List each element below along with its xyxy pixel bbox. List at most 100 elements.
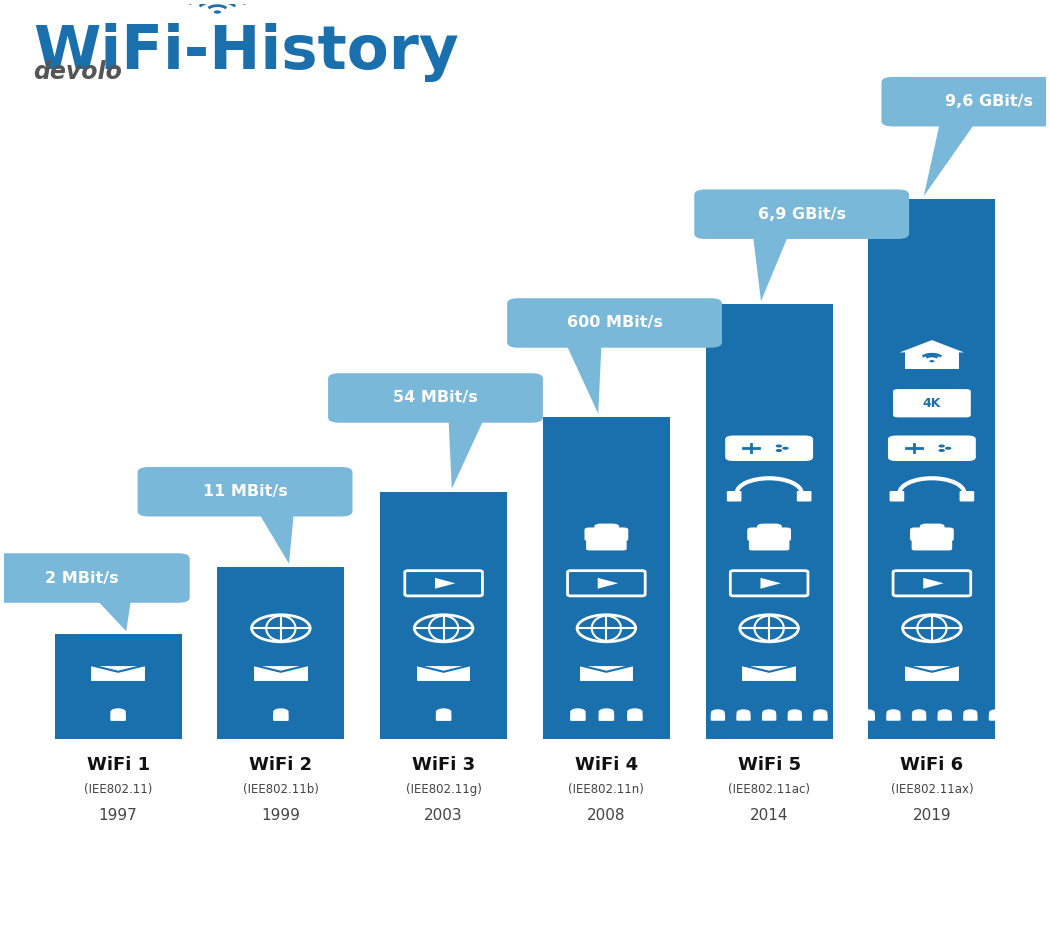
Circle shape [912,709,926,716]
FancyBboxPatch shape [579,665,634,681]
FancyBboxPatch shape [963,713,978,721]
Text: 600 MBit/s: 600 MBit/s [567,316,663,331]
FancyBboxPatch shape [727,491,741,502]
Circle shape [776,449,782,452]
FancyBboxPatch shape [905,353,959,369]
FancyBboxPatch shape [835,713,849,721]
Circle shape [835,709,849,716]
Circle shape [711,709,724,716]
Polygon shape [448,418,484,489]
FancyBboxPatch shape [726,436,813,461]
Circle shape [627,708,643,716]
Text: 2019: 2019 [912,808,951,823]
FancyBboxPatch shape [436,713,452,721]
Circle shape [110,708,126,716]
Text: devolo: devolo [34,61,123,85]
FancyBboxPatch shape [1014,713,1029,721]
Polygon shape [753,235,789,302]
Text: WiFi 1: WiFi 1 [86,756,150,774]
FancyBboxPatch shape [706,304,833,739]
FancyBboxPatch shape [416,665,471,681]
FancyBboxPatch shape [110,713,126,721]
FancyBboxPatch shape [328,373,543,423]
FancyBboxPatch shape [741,665,797,681]
Polygon shape [900,340,964,353]
FancyBboxPatch shape [886,713,901,721]
Text: 1997: 1997 [99,808,138,823]
FancyBboxPatch shape [217,567,344,739]
Circle shape [861,709,875,716]
Text: 2 MBit/s: 2 MBit/s [45,571,119,586]
Text: WiFi 2: WiFi 2 [249,756,313,774]
Text: 2014: 2014 [750,808,789,823]
Text: (IEE802.11b): (IEE802.11b) [243,783,319,796]
FancyBboxPatch shape [920,523,945,543]
Polygon shape [597,578,618,588]
Circle shape [776,444,782,448]
FancyBboxPatch shape [694,189,909,239]
FancyBboxPatch shape [881,77,1050,127]
Text: (IEE802.11n): (IEE802.11n) [568,783,645,796]
FancyBboxPatch shape [904,665,960,681]
Circle shape [938,709,951,716]
FancyBboxPatch shape [762,713,776,721]
Text: (IEE802.11g): (IEE802.11g) [405,783,482,796]
FancyBboxPatch shape [748,528,791,541]
Polygon shape [923,578,944,588]
FancyBboxPatch shape [570,713,586,721]
FancyBboxPatch shape [938,713,952,721]
FancyBboxPatch shape [749,537,790,550]
FancyBboxPatch shape [380,492,507,739]
Circle shape [598,708,614,716]
Circle shape [929,360,934,362]
FancyBboxPatch shape [868,199,995,739]
Circle shape [1014,709,1029,716]
Text: 1999: 1999 [261,808,300,823]
FancyBboxPatch shape [273,713,289,721]
Text: 6,9 GBit/s: 6,9 GBit/s [758,207,845,222]
FancyBboxPatch shape [861,713,875,721]
Circle shape [762,709,776,716]
FancyBboxPatch shape [736,713,751,721]
Polygon shape [258,512,294,564]
FancyBboxPatch shape [90,665,146,681]
FancyBboxPatch shape [586,537,627,550]
Polygon shape [566,344,602,413]
FancyBboxPatch shape [797,491,812,502]
FancyBboxPatch shape [594,523,620,543]
FancyBboxPatch shape [543,417,670,739]
Text: WiFi-History: WiFi-History [34,23,459,82]
FancyBboxPatch shape [253,665,309,681]
Text: 11 MBit/s: 11 MBit/s [203,484,288,499]
Polygon shape [924,122,975,196]
FancyBboxPatch shape [888,436,975,461]
Text: WiFi 5: WiFi 5 [737,756,801,774]
Polygon shape [435,578,456,588]
FancyBboxPatch shape [507,298,722,348]
FancyBboxPatch shape [813,713,827,721]
Text: (IEE802.11ax): (IEE802.11ax) [890,783,973,796]
FancyBboxPatch shape [627,713,643,721]
Circle shape [788,709,802,716]
FancyBboxPatch shape [138,467,353,517]
Circle shape [214,10,220,14]
Text: 2003: 2003 [424,808,463,823]
Circle shape [939,444,945,448]
Circle shape [939,449,945,452]
Text: WiFi 6: WiFi 6 [900,756,964,774]
Polygon shape [760,578,781,588]
FancyBboxPatch shape [55,634,182,739]
FancyBboxPatch shape [989,713,1003,721]
Circle shape [945,447,951,450]
Circle shape [436,708,452,716]
FancyBboxPatch shape [889,491,904,502]
Text: 9,6 GBit/s: 9,6 GBit/s [945,94,1033,109]
FancyBboxPatch shape [960,491,974,502]
Text: (IEE802.11): (IEE802.11) [84,783,152,796]
FancyBboxPatch shape [585,528,628,541]
FancyBboxPatch shape [788,713,802,721]
FancyBboxPatch shape [892,389,971,417]
Polygon shape [96,599,131,631]
Circle shape [782,447,789,450]
Text: (IEE802.11ac): (IEE802.11ac) [728,783,811,796]
